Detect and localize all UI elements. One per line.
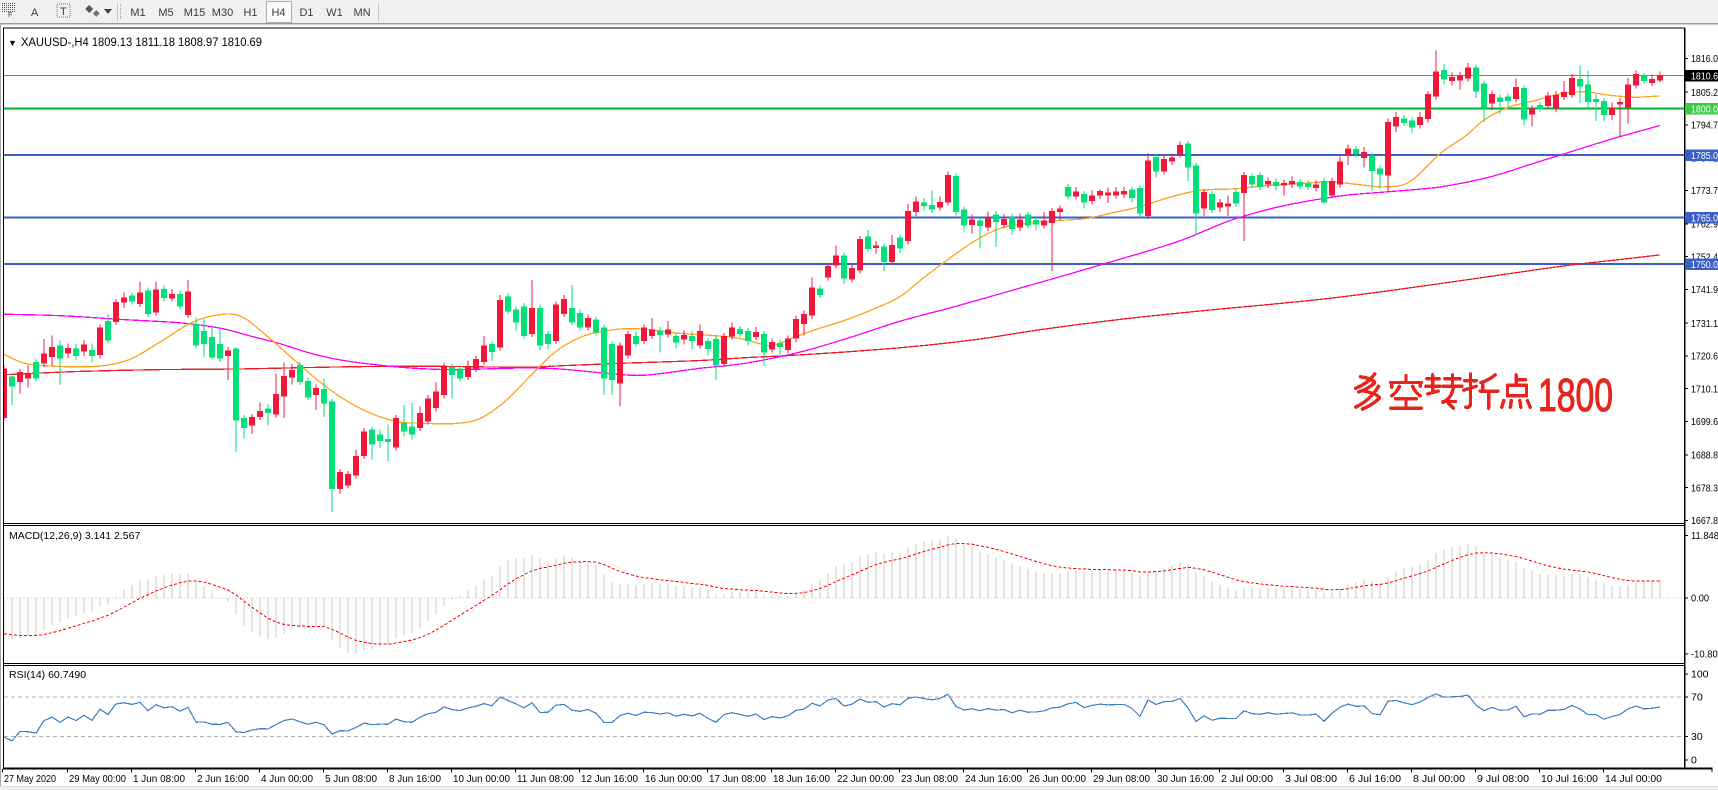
- svg-text:16 Jun 00:00: 16 Jun 00:00: [645, 773, 702, 785]
- svg-text:2 Jul 00:00: 2 Jul 00:00: [1221, 773, 1273, 785]
- svg-text:M15: M15: [184, 7, 205, 19]
- svg-text:29 Jun 08:00: 29 Jun 08:00: [1093, 773, 1150, 785]
- svg-text:F: F: [8, 12, 12, 19]
- svg-text:-10.808: -10.808: [1691, 649, 1718, 661]
- svg-text:12 Jun 16:00: 12 Jun 16:00: [581, 773, 638, 785]
- svg-text:11.848: 11.848: [1691, 530, 1718, 542]
- svg-text:H1: H1: [243, 7, 257, 19]
- svg-text:1731.1: 1731.1: [1691, 318, 1718, 330]
- svg-text:2 Jun 16:00: 2 Jun 16:00: [197, 773, 249, 785]
- svg-text:24 Jun 16:00: 24 Jun 16:00: [965, 773, 1022, 785]
- svg-text:10 Jul 16:00: 10 Jul 16:00: [1541, 773, 1598, 785]
- svg-text:A: A: [31, 7, 39, 19]
- svg-text:W1: W1: [326, 7, 343, 19]
- svg-text:RSI(14) 60.7490: RSI(14) 60.7490: [9, 669, 86, 681]
- svg-text:0.00: 0.00: [1691, 593, 1709, 605]
- svg-text:6 Jul 16:00: 6 Jul 16:00: [1349, 773, 1401, 785]
- svg-text:8 Jul 00:00: 8 Jul 00:00: [1413, 773, 1465, 785]
- svg-text:1794.7: 1794.7: [1691, 120, 1718, 132]
- svg-text:1800: 1800: [1538, 369, 1613, 421]
- svg-text:30 Jun 16:00: 30 Jun 16:00: [1157, 773, 1214, 785]
- svg-text:1773.7: 1773.7: [1691, 185, 1718, 197]
- svg-text:8 Jun 16:00: 8 Jun 16:00: [389, 773, 441, 785]
- svg-text:0: 0: [1691, 755, 1697, 767]
- svg-text:1805.2: 1805.2: [1691, 87, 1718, 99]
- svg-text:14 Jul 00:00: 14 Jul 00:00: [1605, 773, 1662, 785]
- svg-text:30: 30: [1691, 731, 1703, 743]
- svg-text:27 May 2020: 27 May 2020: [4, 773, 56, 785]
- svg-text:17 Jun 08:00: 17 Jun 08:00: [709, 773, 766, 785]
- svg-text:22 Jun 00:00: 22 Jun 00:00: [837, 773, 894, 785]
- svg-text:1741.9: 1741.9: [1691, 284, 1718, 296]
- svg-text:M1: M1: [130, 7, 145, 19]
- svg-text:1678.3: 1678.3: [1691, 482, 1718, 494]
- svg-text:5 Jun 08:00: 5 Jun 08:00: [325, 773, 377, 785]
- svg-text:H4: H4: [271, 7, 285, 19]
- svg-text:D1: D1: [299, 7, 313, 19]
- svg-text:18 Jun 16:00: 18 Jun 16:00: [773, 773, 830, 785]
- svg-text:29 May 00:00: 29 May 00:00: [69, 773, 126, 785]
- svg-text:1765.0: 1765.0: [1691, 213, 1718, 225]
- svg-text:T: T: [60, 6, 67, 18]
- svg-text:M30: M30: [212, 7, 233, 19]
- svg-text:1785.0: 1785.0: [1691, 150, 1718, 162]
- svg-text:1699.6: 1699.6: [1691, 416, 1718, 428]
- svg-text:1688.8: 1688.8: [1691, 450, 1718, 462]
- svg-text:1816.0: 1816.0: [1691, 53, 1718, 65]
- svg-text:11 Jun 08:00: 11 Jun 08:00: [517, 773, 574, 785]
- svg-text:26 Jun 00:00: 26 Jun 00:00: [1029, 773, 1086, 785]
- svg-text:3 Jul 08:00: 3 Jul 08:00: [1285, 773, 1337, 785]
- svg-text:1800.0: 1800.0: [1691, 103, 1718, 115]
- svg-text:9 Jul 08:00: 9 Jul 08:00: [1477, 773, 1529, 785]
- svg-text:1710.1: 1710.1: [1691, 383, 1718, 395]
- svg-text:1720.6: 1720.6: [1691, 351, 1718, 363]
- svg-text:70: 70: [1691, 692, 1703, 704]
- svg-text:MN: MN: [353, 7, 370, 19]
- svg-text:M5: M5: [158, 7, 173, 19]
- svg-text:1810.6: 1810.6: [1691, 70, 1718, 82]
- svg-text:▼: ▼: [8, 38, 17, 48]
- svg-text:1 Jun 08:00: 1 Jun 08:00: [133, 773, 185, 785]
- svg-text:23 Jun 08:00: 23 Jun 08:00: [901, 773, 958, 785]
- svg-text:XAUUSD-,H4 1809.13 1811.18 18: XAUUSD-,H4 1809.13 1811.18 1808.97 1810.…: [21, 37, 262, 49]
- svg-text:100: 100: [1691, 669, 1709, 681]
- svg-text:1750.0: 1750.0: [1691, 259, 1718, 271]
- svg-text:1667.8: 1667.8: [1691, 515, 1718, 527]
- svg-text:4 Jun 00:00: 4 Jun 00:00: [261, 773, 313, 785]
- svg-text:MACD(12,26,9) 3.141 2.567: MACD(12,26,9) 3.141 2.567: [9, 530, 140, 542]
- svg-text:10 Jun 00:00: 10 Jun 00:00: [453, 773, 510, 785]
